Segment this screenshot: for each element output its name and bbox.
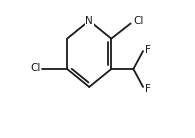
- Text: Cl: Cl: [133, 16, 144, 26]
- Text: Cl: Cl: [30, 63, 40, 73]
- Text: N: N: [85, 16, 93, 26]
- Text: F: F: [145, 45, 151, 55]
- Text: F: F: [145, 84, 151, 94]
